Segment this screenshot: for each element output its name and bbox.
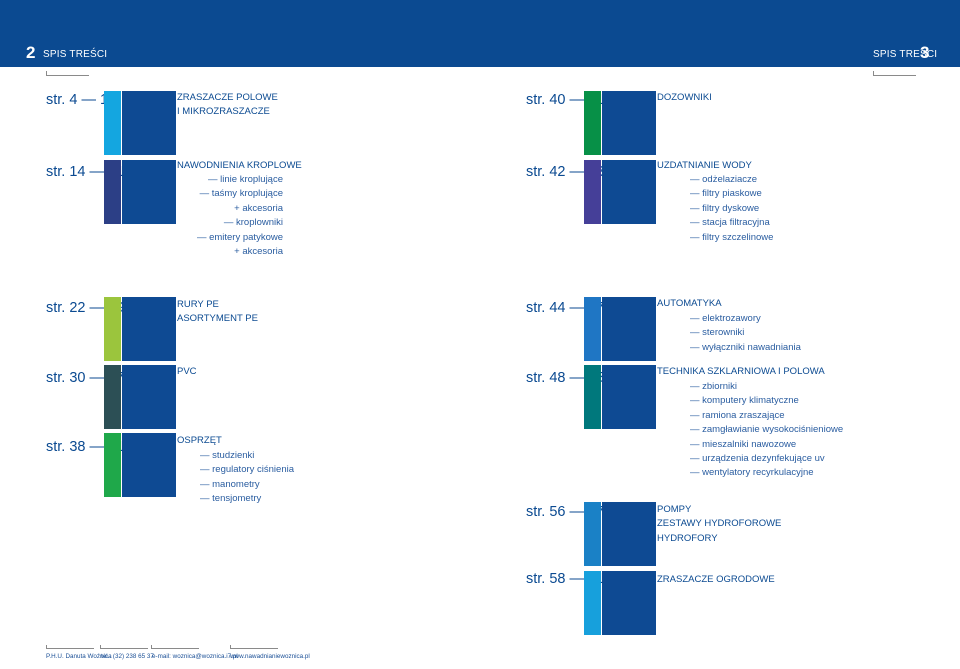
section-title: PVC [177,366,197,377]
section-square [602,297,656,361]
color-strip [104,365,121,429]
footer-divider [100,645,148,649]
list-item: — wyłączniki nawadniania [690,341,801,353]
list-item: — odżelaziacze [690,174,758,185]
section-square [122,297,176,361]
color-strip [584,160,601,224]
section-square [122,433,176,497]
list-item: + akcesoria [234,246,283,258]
color-strip [104,297,121,361]
list-item: — studzienki [200,450,255,461]
section-title: POMPY ZESTAWY HYDROFOROWE HYDROFORY [657,504,782,544]
list-item: — komputery klimatyczne [690,395,799,407]
right-header-label: SPIS TREŚCI [873,49,938,60]
list-item: — linie kroplujące [208,174,283,185]
list-item: — taśmy kroplujące [199,188,283,200]
color-strip [584,297,601,361]
footer-divider [151,645,199,649]
list-item: — urządzenia dezynfekujące uv [690,453,825,465]
color-strip [584,365,601,429]
section-item-list: — linie kroplujące — taśmy kroplujące + … [197,173,283,259]
section-square [602,571,656,635]
color-strip [584,91,601,155]
list-item: — zamgławianie wysokociśnieniowe [690,424,844,436]
left-page-number: 2 [26,43,36,62]
section-title: AUTOMATYKA [657,298,722,309]
section-title: OSPRZĘT [177,435,222,446]
header-band: 2 SPIS TREŚCI SPIS TREŚCI 3 [0,0,960,67]
list-item: — wentylatory recyrkulacyjne [690,467,814,479]
list-item: — stacja filtracyjna [690,217,770,229]
left-corner-mark [46,71,89,76]
section-pages: str. 4 — 13 [46,92,117,108]
right-page-number: 3 [920,43,930,62]
section-square [602,91,656,155]
section-title: ZRASZACZE OGRODOWE [657,574,775,585]
footer-divider [46,645,94,649]
footer-phone: tel.: (32) 238 65 37 [101,653,154,660]
list-item: — mieszalniki nawozowe [690,438,797,450]
section-item-list: — odżelaziacze — filtry piaskowe — filtr… [690,173,773,245]
color-strip [104,91,121,155]
section-title: NAWODNIENIA KROPLOWE [177,160,302,171]
section-square [122,160,176,224]
list-item: — elektrozawory [690,313,761,324]
section-square [602,365,656,429]
color-strip [584,502,601,566]
list-item: — tensjometry [200,493,262,505]
list-item: — zbiorniki [690,381,737,392]
section-title: DOZOWNIKI [657,92,712,103]
color-strip [584,571,601,635]
list-item: — sterowniki [690,327,745,339]
section-item-list: — zbiorniki — komputery klimatyczne — ra… [690,380,843,481]
section-square [122,91,176,155]
left-header-label: SPIS TREŚCI [43,49,108,60]
footer-email[interactable]: e-mail: woznica@woznica.i7.pl [152,653,238,660]
list-item: — filtry piaskowe [690,188,762,200]
color-strip [104,160,121,224]
footer-website[interactable]: www.nawadnianiewoznica.pl [230,653,310,660]
section-title: ZRASZACZE POLOWE I MIKROZRASZACZE [177,92,278,118]
right-corner-mark [873,71,916,76]
list-item: — filtry dyskowe [690,202,760,214]
list-item: + akcesoria [234,202,283,214]
list-item: — regulatory ciśnienia [200,464,294,476]
section-item-list: — elektrozawory — sterowniki — wyłącznik… [690,312,801,355]
section-square [122,365,176,429]
section-title: TECHNIKA SZKLARNIOWA I POLOWA [657,366,825,377]
list-item: — filtry szczelinowe [690,231,774,243]
list-item: — ramiona zraszające [690,409,785,421]
list-item: — manometry [200,478,260,490]
section-title: UZDATNIANIE WODY [657,160,752,171]
section-item-list: — studzienki — regulatory ciśnienia — ma… [200,449,294,507]
section-title: RURY PE ASORTYMENT PE [177,299,258,325]
color-strip [104,433,121,497]
footer-company: P.H.U. Danuta Woźnica [46,653,112,660]
footer-divider [230,645,278,649]
list-item: — kroplowniki [223,217,283,229]
section-square [602,502,656,566]
list-item: — emitery patykowe [196,231,283,243]
section-square [602,160,656,224]
